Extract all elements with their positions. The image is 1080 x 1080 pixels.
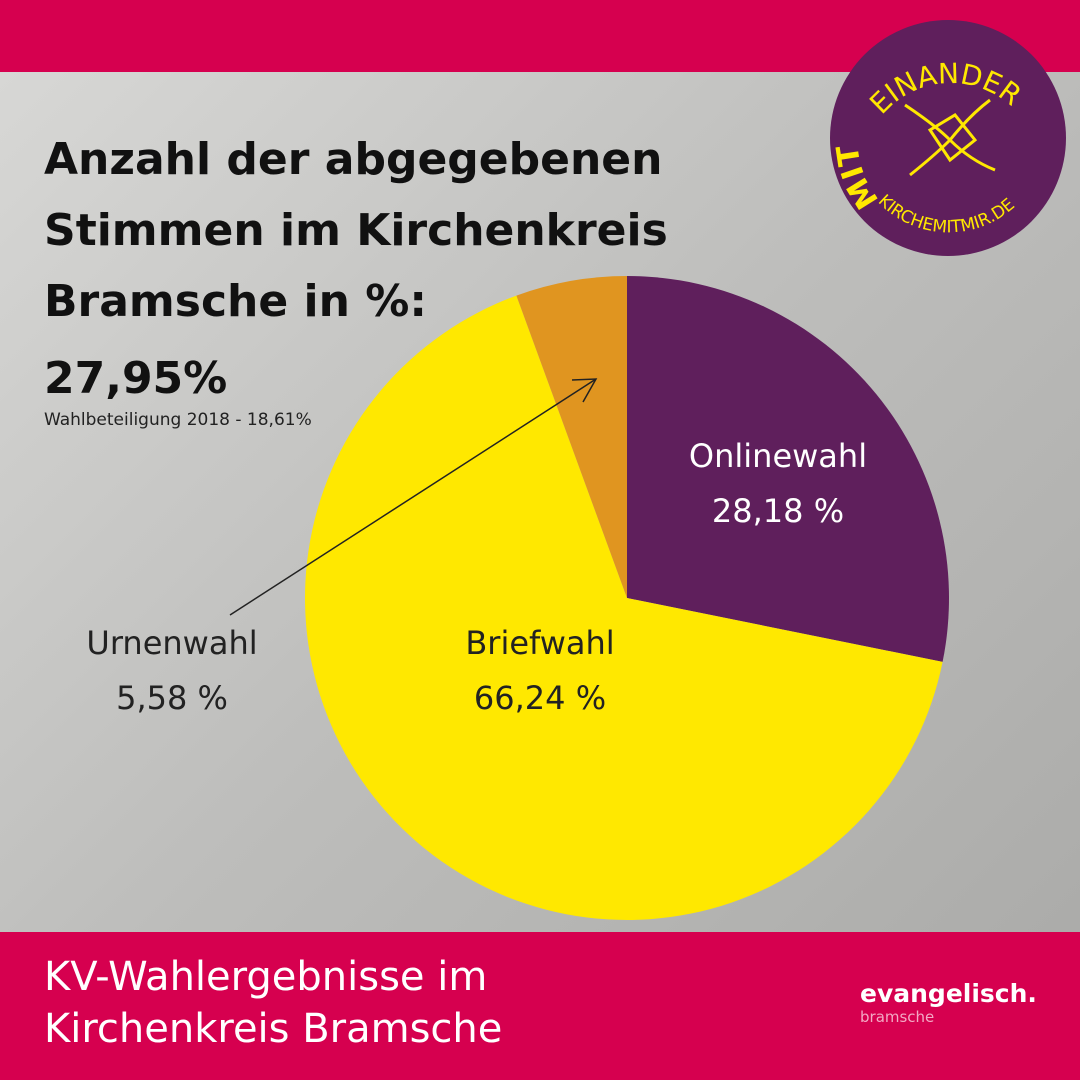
title-line: Bramsche in %: [44,276,427,327]
logo-hands [904,98,996,177]
arrow [229,378,598,616]
brand-sub: bramsche [860,1008,934,1026]
pie-chart: Onlinewahl 28,18 % Briefwahl 66,24 % Urnenwa… [86,276,949,920]
slice-value-label: 5,58 % [116,679,228,717]
turnout: 27,95% [44,353,227,404]
title-line: Anzahl der abgegebenen [44,134,662,185]
brand: evangelisch. [860,979,1037,1008]
footer-title: KV-Wahlergebnisse im [44,954,487,1000]
slice-label: Urnenwahl [86,624,257,662]
slice-value-label: 28,18 % [712,492,844,530]
footer-title: Kirchenkreis Bramsche [44,1006,502,1052]
slice-label: Onlinewahl [689,437,867,475]
pie-slice [516,276,627,598]
title: Anzahl der abgegebenen Stimmen im Kirche… [44,134,668,327]
title-line: Stimmen im Kirchenkreis [44,205,668,256]
slice-label: Briefwahl [465,624,614,662]
slice-value-label: 66,24 % [474,679,606,717]
logo: EINANDER MIT KIRCHEMITMIR.DE [830,20,1066,256]
turnout-note: Wahlbeteiligung 2018 - 18,61% [44,410,312,430]
pie-slice [304,295,943,920]
bottom-bar [0,932,1080,1080]
pie-slice [627,276,949,662]
